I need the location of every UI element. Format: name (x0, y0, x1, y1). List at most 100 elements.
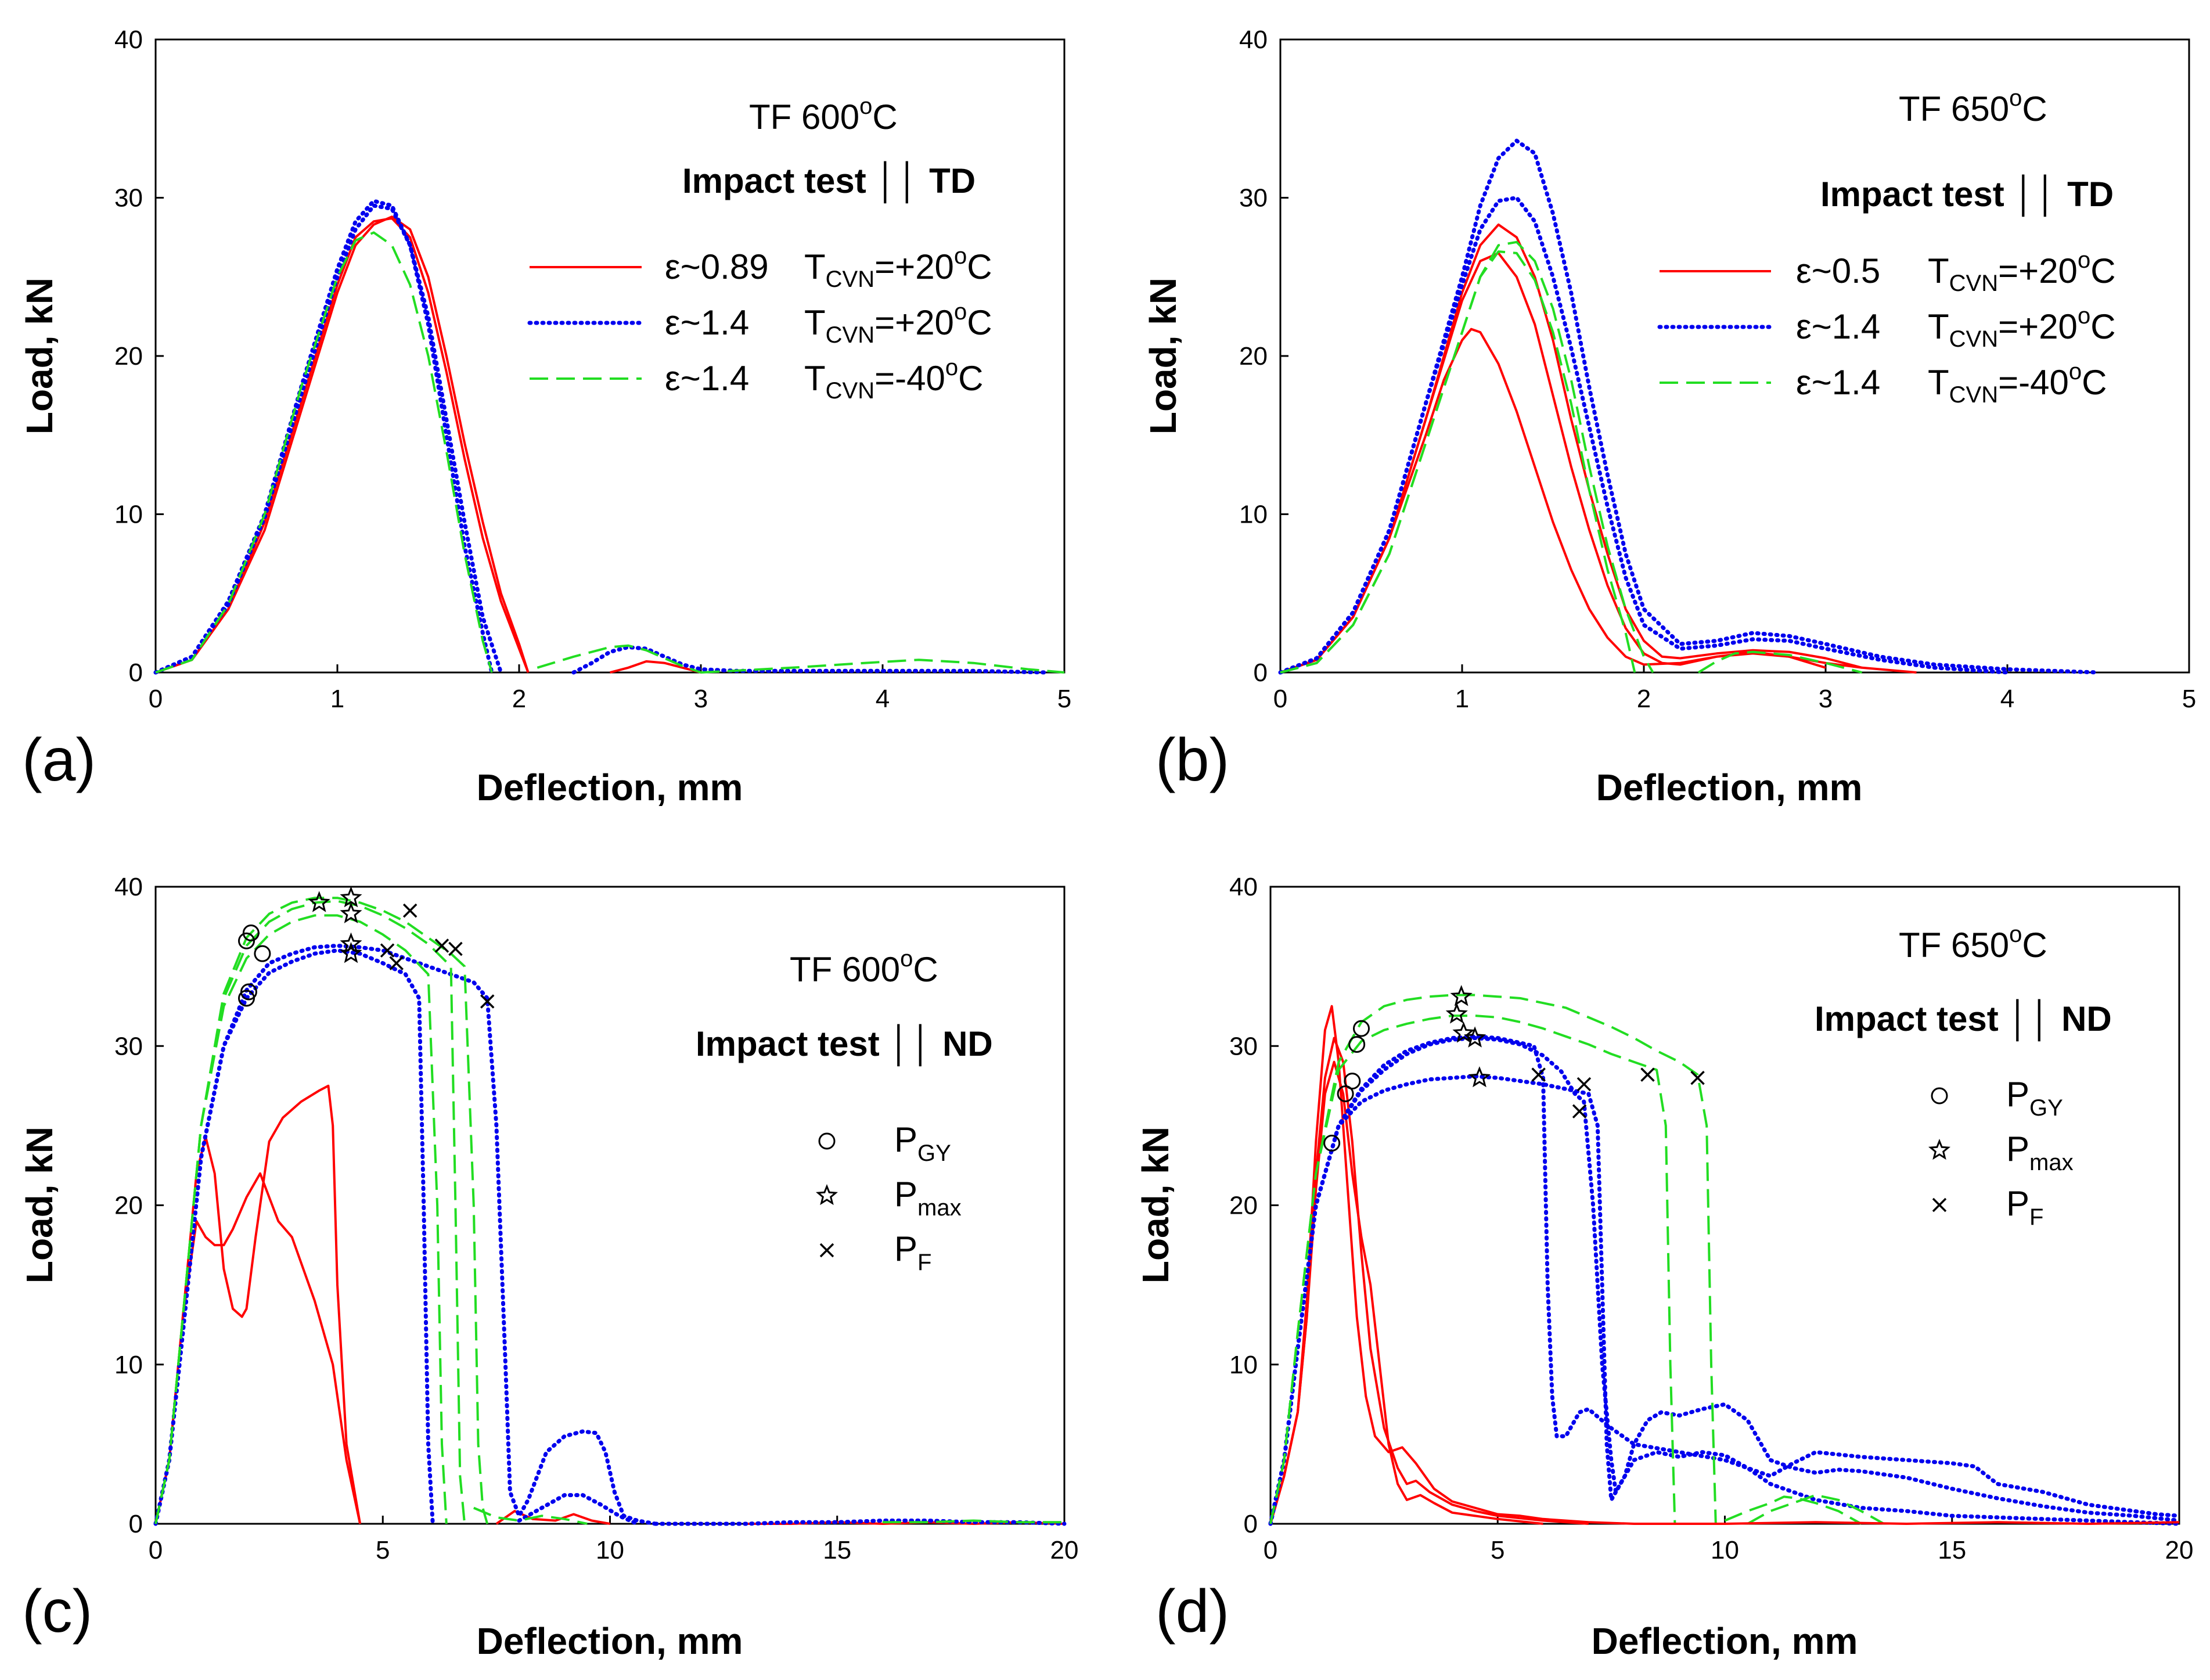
annotation-title-text-b: TF 650 (1899, 89, 2009, 128)
marker-legend-label: Pmax (894, 1175, 962, 1221)
series-d (1268, 994, 2182, 1526)
series-line-red-solid (1280, 328, 1917, 674)
marker-legend-label: PF (894, 1229, 931, 1275)
series-line-green-dashed (1697, 650, 1863, 674)
x-tick-label: 3 (1819, 685, 1833, 713)
series-line-green-dashed (154, 914, 448, 1524)
marker-cross (380, 943, 395, 958)
legend-temperature-label: TCVN=-40oC (804, 355, 983, 404)
series-line-green-dashed (1280, 250, 1636, 674)
marker-legend-label: PF (2006, 1184, 2043, 1230)
y-axis-label-d: Load, kN (1135, 1127, 1176, 1283)
legend-marker-cross (1932, 1197, 1947, 1213)
annotation-unit-a: C (872, 98, 897, 136)
legend-strain-label: ε~1.4 (665, 359, 749, 398)
series-line-red-solid (609, 660, 701, 674)
legend-temperature-label: TCVN=-40oC (1928, 359, 2107, 408)
x-tick-label: 3 (694, 685, 708, 713)
y-tick-label: 10 (114, 1351, 143, 1379)
marker-legend-subscript: max (2029, 1150, 2074, 1175)
series-line-blue-dotted (1268, 1034, 2182, 1526)
x-tick-label: 5 (1491, 1536, 1504, 1564)
x-tick-label: 10 (1711, 1536, 1739, 1564)
ticks-d: 0 5 10 15 20 0 10 20 30 40 (1229, 873, 2193, 1564)
legend-t-subscript: CVN (826, 378, 874, 404)
annotation-title-b: TF 650oC (1899, 85, 2047, 128)
panel-label-b: (b) (1156, 726, 1229, 794)
annotation-degree-d: o (2009, 922, 2022, 947)
annotation-unit-b: C (2022, 89, 2047, 128)
legend-temperature-label: TCVN=+20oC (804, 243, 992, 292)
annotation-degree-a: o (859, 93, 872, 119)
legend-temperature-label: TCVN=+20oC (1928, 247, 2116, 296)
y-tick-label: 0 (129, 1510, 143, 1538)
legend-t-degree: o (945, 355, 958, 380)
series-line-blue-dotted (153, 948, 435, 1526)
y-tick-label: 30 (1229, 1032, 1258, 1060)
marker-circle (1348, 1036, 1366, 1053)
legend-marker-circle (818, 1132, 836, 1150)
marker-cross (389, 956, 404, 970)
marker-cross (434, 938, 449, 953)
marker-legend-p: P (894, 1229, 917, 1268)
marker-cross (480, 994, 495, 1009)
marker-legend-label: PGY (894, 1120, 951, 1166)
marker-star (340, 902, 362, 923)
legend-t-value: =+20 (1998, 307, 2078, 346)
annotation-title-text-c: TF 600 (790, 950, 900, 989)
series-line-blue-dotted (517, 1493, 639, 1526)
legend-t-subscript: CVN (1949, 326, 1998, 352)
x-tick-label: 0 (149, 685, 163, 713)
legend-temperature-label: TCVN=+20oC (804, 299, 992, 348)
legend-t-subscript: CVN (1949, 271, 1998, 296)
legend-marker-star (1928, 1138, 1951, 1160)
legend-t-value: =+20 (1998, 251, 2078, 290)
series-line-green-dashed (154, 897, 489, 1524)
marker-star (1450, 985, 1473, 1006)
marker-star (340, 886, 362, 908)
x-axis-label-b: Deflection, mm (1596, 767, 1863, 808)
legend-t-degree: o (2078, 303, 2090, 329)
annotation-title-a: TF 600oC (749, 93, 898, 136)
panel-label-d: (d) (1156, 1578, 1229, 1645)
legend-t-value: =+20 (874, 303, 954, 342)
series-line-green-dashed (1280, 240, 1654, 674)
legend-t-value: =-40 (1998, 363, 2069, 402)
y-tick-label: 10 (1229, 1351, 1258, 1379)
marker-circle (240, 983, 257, 1001)
marker-cross (1572, 1104, 1587, 1118)
marker-star (1445, 1002, 1468, 1024)
panel-label-a: (a) (22, 726, 96, 794)
legend-t-symbol: T (804, 359, 826, 398)
series-line-green-dashed (1747, 1494, 1885, 1525)
panel-d: 0 5 10 15 20 0 10 20 30 40 Deflection, mm Load, k… (1135, 873, 2193, 1662)
marker-cross (1576, 1077, 1592, 1092)
marker-star (308, 891, 330, 912)
panel-c: 0 5 10 15 20 0 10 20 30 40 Deflection, mm Load, k… (19, 873, 1078, 1662)
series-line-blue-dotted (1278, 196, 2010, 675)
marker-legend-label: Pmax (2006, 1129, 2074, 1175)
legend-t-symbol: T (804, 247, 826, 286)
y-axis-label-c: Load, kN (19, 1127, 60, 1283)
y-tick-label: 40 (1229, 873, 1258, 901)
marker-legend-subscript: GY (917, 1141, 951, 1166)
marker-star (1464, 1026, 1486, 1048)
series-line-green-dashed (1269, 1015, 1676, 1524)
x-tick-label: 10 (596, 1536, 624, 1564)
series-line-blue-dotted (571, 645, 1049, 675)
x-tick-label: 2 (512, 685, 526, 713)
series-b (1278, 138, 2100, 675)
marker-legend-p: P (2006, 1184, 2029, 1223)
x-tick-label: 5 (2182, 685, 2196, 713)
marker-star (340, 942, 362, 963)
marker-circle (1323, 1135, 1341, 1152)
series-line-blue-dotted (1268, 1074, 2182, 1526)
y-tick-label: 20 (114, 342, 143, 370)
legend-t-degree: o (2069, 359, 2082, 384)
series-line-red-solid (154, 1084, 362, 1524)
annotation-degree-b: o (2009, 85, 2022, 111)
